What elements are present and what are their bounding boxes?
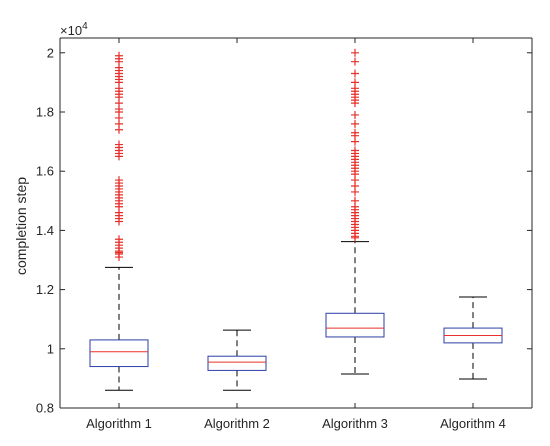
outlier-point xyxy=(351,119,359,128)
y-tick-label: 1.2 xyxy=(36,282,54,297)
exponent-label: ×104 xyxy=(60,21,88,38)
outlier-point xyxy=(115,235,123,244)
x-tick-label: Algorithm 4 xyxy=(440,416,506,431)
y-tick-label: 1.6 xyxy=(36,164,54,179)
outlier-point xyxy=(351,146,359,155)
plot-area: 0.8 1 1.2 1.4 1.6 1.8 2 Algorithm 1 Algorithm 2 A… xyxy=(36,37,533,431)
x-tick-label: Algorithm 3 xyxy=(322,416,388,431)
y-tick-label: 2 xyxy=(47,45,54,60)
outlier-point xyxy=(351,48,359,57)
x-tick-label: Algorithm 2 xyxy=(204,416,270,431)
outlier-point xyxy=(351,57,359,66)
outlier-point xyxy=(115,140,123,149)
outlier-point xyxy=(351,128,359,137)
outlier-point xyxy=(351,110,359,119)
exponent-base: ×10 xyxy=(60,23,82,38)
outlier-point xyxy=(115,176,123,185)
outlier-point xyxy=(351,78,359,87)
y-tick-label: 1.4 xyxy=(36,223,54,238)
exponent-power: 4 xyxy=(82,21,88,32)
y-axis-label: completion step xyxy=(13,177,29,275)
y-tick-label: 1 xyxy=(47,341,54,356)
y-tick-label: 0.8 xyxy=(36,401,54,416)
y-tick-label: 1.8 xyxy=(36,105,54,120)
x-tick-label: Algorithm 1 xyxy=(86,416,152,431)
outlier-point xyxy=(115,51,123,60)
box-iqr xyxy=(325,312,385,338)
outlier-point xyxy=(351,196,359,205)
outlier-point xyxy=(351,69,359,78)
box-iqr xyxy=(89,339,149,368)
box-iqr xyxy=(207,355,267,371)
